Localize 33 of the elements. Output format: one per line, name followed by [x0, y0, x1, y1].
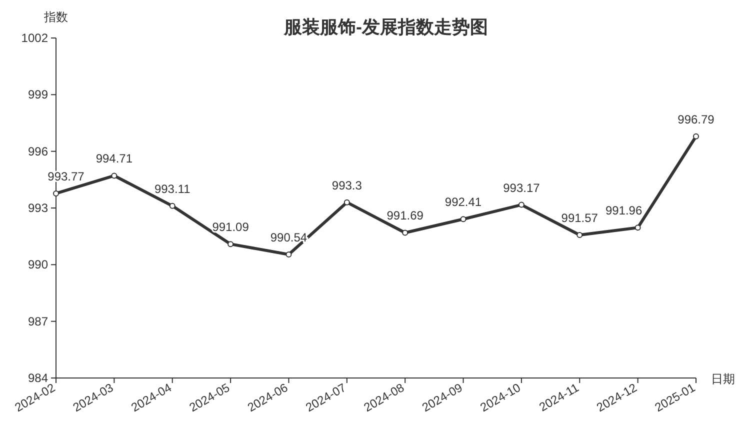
y-tick-label: 996 — [28, 144, 48, 158]
data-label: 991.57 — [561, 211, 598, 226]
y-axis-title: 指数 — [43, 10, 68, 24]
point — [693, 133, 699, 140]
data-label: 991.69 — [386, 208, 424, 223]
point — [460, 216, 466, 222]
y-tick-label: 990 — [28, 258, 48, 272]
data-label: 991.09 — [212, 220, 250, 234]
x-axis-title: 日期 — [711, 372, 735, 386]
data-label: 993.3 — [332, 178, 362, 192]
point — [286, 251, 292, 258]
point — [169, 202, 176, 209]
data-label: 994.71 — [96, 152, 133, 166]
y-tick-label: 999 — [28, 88, 48, 102]
point — [344, 199, 350, 206]
point — [228, 241, 234, 248]
y-tick-label: 987 — [28, 314, 48, 328]
point — [576, 232, 583, 238]
point — [402, 230, 408, 236]
data-label: 996.79 — [678, 112, 715, 126]
data-label: 992.41 — [444, 195, 482, 210]
data-label: 991.96 — [605, 204, 642, 218]
y-tick-label: 1002 — [21, 31, 48, 45]
point — [111, 172, 118, 179]
data-label: 993.11 — [154, 182, 191, 196]
y-tick-label: 993 — [28, 201, 48, 215]
data-label: 990.54 — [270, 230, 308, 244]
point — [53, 190, 59, 196]
data-label: 993.17 — [503, 180, 540, 195]
chart-title: 服装服饰-发展指数走势图 — [283, 17, 488, 37]
point — [634, 224, 641, 231]
point — [518, 202, 524, 208]
y-tick-label: 984 — [28, 371, 48, 385]
